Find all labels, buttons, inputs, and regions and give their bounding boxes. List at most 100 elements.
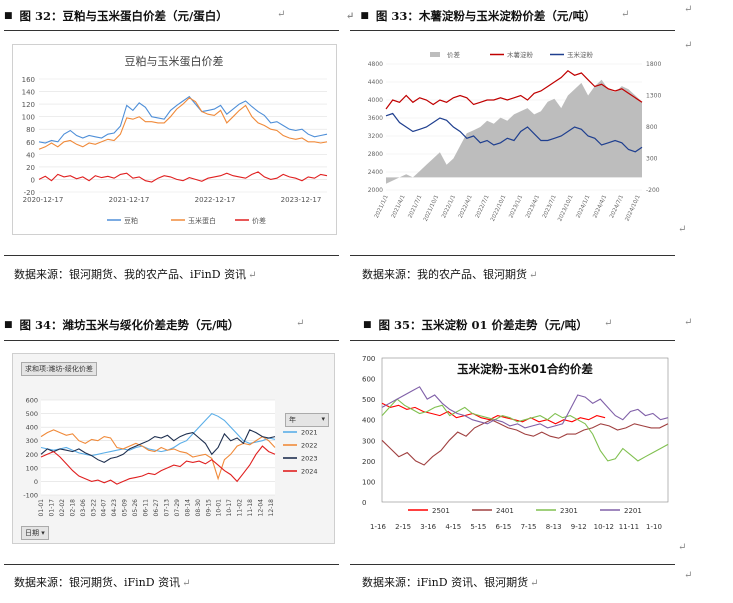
x-tick-label: 05-09 (122, 499, 129, 517)
x-tick-label: 2-15 (395, 523, 411, 531)
series-line-2201 (381, 386, 669, 429)
return-mark-icon: ↵ (684, 40, 693, 51)
fig33-chart: 2000 2400 2800 3200 3600 4000 4400 4800 -200 300 8… (356, 42, 664, 237)
fig35-chart: 0 100 200 300 400 500 600 700 1-16 2-15 3-16 4-15 5-… (360, 352, 672, 532)
axis-field-button[interactable]: 日期 ▾ (21, 526, 49, 540)
y-right-tick-label: 1300 (646, 93, 661, 100)
x-tick-label: 2022/7/1 (475, 194, 491, 219)
x-tick-label: 9-12 (571, 523, 587, 531)
fig33-plot: 2000 2400 2800 3200 3600 4000 4400 4800 -200 300 8… (368, 50, 662, 222)
x-tick-label: 2024/4/1 (592, 194, 608, 219)
fig33-source: 数据来源：我的农产品、银河期货 ↵ (362, 268, 538, 281)
series-line-2023 (40, 429, 276, 464)
y-tick-label: 160 (22, 76, 35, 84)
y-tick-label: 500 (362, 396, 375, 404)
y-tick-label: 100 (362, 478, 375, 486)
y-tick-label: 400 (26, 424, 38, 432)
fig35-heading: ■ 图 35：玉米淀粉 01 价差走势（元/吨） (363, 318, 588, 332)
y-tick-label: 0 (31, 176, 35, 184)
series-line-2022 (40, 429, 276, 481)
y-right-tick-label: 800 (646, 124, 658, 131)
legend-label: 2024 (301, 468, 318, 476)
legend-label: 价差 (447, 50, 461, 59)
y-left-tick-label: 4800 (368, 61, 383, 68)
x-tick-label: 04-23 (111, 499, 118, 517)
x-tick-label: 09-15 (205, 499, 212, 517)
y-left-tick-label: 3200 (368, 133, 383, 140)
x-tick-label: 2023/1/1 (508, 194, 524, 219)
x-tick-label: 6-15 (496, 523, 512, 531)
y-left-tick-label: 2000 (368, 187, 383, 194)
series-line-2501 (381, 402, 606, 425)
x-tick-label: 10-17 (226, 499, 233, 517)
divider (350, 30, 675, 31)
legend-swatch (430, 52, 440, 57)
x-tick-label: 01-17 (48, 499, 55, 517)
fig35-plot: 0 100 200 300 400 500 600 700 1-16 2-15 3-16 4-15 5-… (362, 355, 669, 531)
x-tick-label: 2024/10/1 (624, 194, 641, 222)
x-tick-label: 02-18 (69, 499, 76, 517)
y-tick-label: 300 (362, 437, 375, 445)
x-tick-label: 1-16 (370, 523, 386, 531)
pivot-field-button[interactable]: 求和项:潍坊-绥化价差 (21, 362, 97, 376)
x-tick-label: 04-07 (101, 499, 108, 517)
y-tick-label: 0 (34, 478, 38, 486)
x-tick-label: 5-15 (470, 523, 486, 531)
legend-filter-button[interactable]: 年 ▾ (285, 413, 329, 427)
y-right-tick-label: 300 (646, 156, 658, 163)
x-tick-label: 7-15 (521, 523, 537, 531)
dropdown-arrow-icon: ▾ (41, 529, 45, 537)
x-tick-label: 07-13 (163, 499, 170, 517)
return-mark-icon: ↵ (248, 270, 257, 281)
y-tick-label: 100 (26, 464, 38, 472)
x-tick-label: 08-30 (195, 499, 202, 517)
fig34-heading: ■ 图 34：潍坊玉米与绥化价差走势（元/吨） (4, 318, 240, 332)
series-line-豆粕 (38, 95, 328, 144)
legend-label: 豆粕 (124, 216, 138, 225)
divider (350, 255, 675, 256)
series-area-价差 (386, 79, 642, 184)
x-tick-label: 2021/4/1 (391, 194, 407, 219)
y-tick-label: 700 (362, 355, 375, 363)
x-tick-label: 2021/10/1 (423, 194, 440, 222)
divider (350, 564, 675, 565)
fig32-heading: ■ 图 32：豆粕与玉米蛋白价差（元/蛋白） (4, 9, 228, 23)
fig34-source: 数据来源：银河期货、iFinD 资讯 ↵ (14, 576, 191, 589)
y-tick-label: 80 (26, 126, 35, 134)
y-tick-label: 40 (26, 151, 35, 159)
y-tick-label: 20 (26, 164, 35, 172)
x-tick-label: 2023/7/1 (542, 194, 558, 219)
legend-label: 2301 (560, 507, 578, 515)
y-left-tick-label: 2400 (368, 169, 383, 176)
legend-label: 2401 (496, 507, 514, 515)
divider (350, 340, 675, 341)
series-line-2401 (381, 419, 669, 466)
x-tick-label: 07-29 (174, 499, 181, 517)
bullet-icon: ■ (4, 320, 13, 330)
x-tick-label: 08-14 (184, 499, 191, 517)
x-tick-label: 8-13 (546, 523, 562, 531)
chart-title: 玉米淀粉-玉米01合约价差 (457, 362, 593, 376)
x-tick-label: 10-01 (216, 499, 223, 517)
x-tick-label: 2021/1/1 (374, 194, 390, 219)
x-tick-label: 2023/4/1 (525, 194, 541, 219)
y-left-tick-label: 4000 (368, 97, 383, 104)
y-tick-label: 120 (22, 101, 35, 109)
x-tick-label: 05-26 (132, 499, 139, 517)
y-left-tick-label: 3600 (368, 115, 383, 122)
fig33-heading: ↵ ■ 图 33：木薯淀粉与玉米淀粉价差（元/吨） (346, 9, 596, 23)
x-tick-label: 2020-12-17 (23, 196, 64, 204)
x-tick-label: 10-12 (594, 523, 614, 531)
return-mark-icon: ↵ (182, 578, 191, 589)
y-tick-label: 100 (22, 114, 35, 122)
x-tick-label: 01-01 (38, 499, 45, 517)
bullet-icon: ■ (360, 11, 369, 21)
x-tick-label: 2021/7/1 (408, 194, 424, 219)
dropdown-arrow-icon: ▾ (321, 415, 325, 423)
y-tick-label: -100 (23, 492, 38, 500)
x-tick-label: 2022/1/1 (441, 194, 457, 219)
chart-title: 豆粕与玉米蛋白价差 (125, 54, 224, 68)
divider (4, 564, 339, 565)
x-tick-label: 12-04 (258, 499, 265, 517)
return-mark-icon: ↵ (684, 570, 693, 581)
